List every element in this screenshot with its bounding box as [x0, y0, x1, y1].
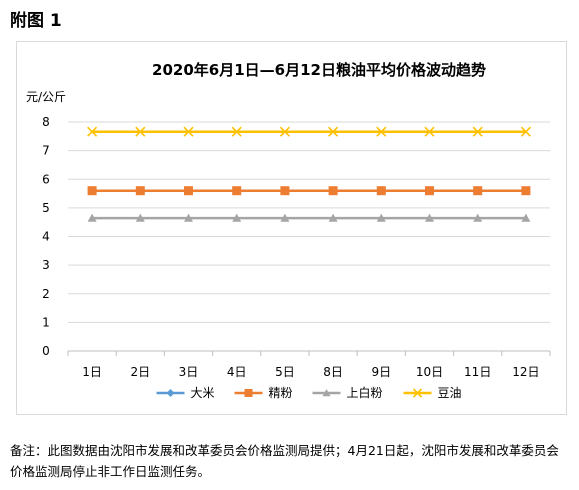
x-tick-label: 3日 — [179, 365, 199, 379]
x-tick-label: 8日 — [323, 365, 343, 379]
x-tick-label: 2日 — [130, 365, 150, 379]
x-tick-label: 12日 — [512, 365, 539, 379]
x-tick-label: 11日 — [464, 365, 491, 379]
legend-marker — [166, 389, 175, 397]
series-3-point — [376, 126, 387, 137]
series-1-point — [135, 186, 145, 196]
series-1-point — [280, 186, 290, 196]
series-3-point — [424, 126, 435, 137]
series-2-point — [376, 213, 386, 222]
series-2-point — [184, 213, 193, 222]
series-2-point — [280, 213, 290, 222]
y-tick-label: 8 — [42, 115, 50, 129]
figure-label: 附图 1 — [10, 11, 62, 31]
legend-label: 豆油 — [438, 386, 462, 400]
y-tick-label: 5 — [42, 201, 50, 215]
x-tick-label: 5日 — [275, 365, 295, 379]
x-tick-label: 1日 — [82, 365, 102, 379]
y-tick-label: 3 — [42, 258, 50, 272]
series-2-point — [135, 213, 145, 222]
series-3-point — [135, 126, 146, 137]
series-1-point — [232, 186, 242, 196]
y-tick-label: 0 — [42, 344, 50, 358]
series-3-point — [87, 126, 98, 137]
legend-marker — [412, 388, 423, 398]
x-tick-label: 4日 — [227, 365, 247, 379]
series-3-point — [183, 126, 194, 137]
y-tick-label: 2 — [42, 287, 50, 301]
legend-label: 大米 — [191, 386, 215, 400]
series-1-point — [184, 186, 193, 196]
series-1-point — [521, 186, 531, 196]
x-tick-label: 9日 — [371, 365, 391, 379]
series-2-point — [232, 213, 242, 222]
series-3-point — [328, 126, 339, 137]
legend-marker — [322, 389, 331, 397]
legend-label: 上白粉 — [347, 385, 383, 400]
series-2-point — [87, 213, 97, 222]
series-3-point — [279, 126, 290, 137]
series-3-point — [231, 126, 242, 137]
y-tick-label: 4 — [42, 230, 50, 244]
series-1-point — [425, 186, 434, 196]
y-tick-label: 7 — [42, 144, 50, 158]
series-3-point — [472, 126, 483, 137]
footnote: 备注：此图数据由沈阳市发展和改革委员会价格监测局提供；4月21日起，沈阳市发展和… — [10, 443, 559, 479]
series-1-point — [376, 186, 386, 196]
x-tick-label: 10日 — [416, 365, 443, 379]
series-1-point — [87, 186, 97, 196]
series-1-point — [473, 186, 483, 196]
legend-label: 精粉 — [269, 386, 293, 400]
chart-title: 2020年6月1日—6月12日粮油平均价格波动趋势 — [152, 61, 486, 79]
series-1-point — [328, 186, 338, 196]
series-2-point — [328, 213, 338, 222]
legend-marker — [244, 389, 253, 397]
chart-frame: 2020年6月1日—6月12日粮油平均价格波动趋势元/公斤 0 1 2 3 4 5 6 7 8 1日… — [16, 41, 567, 415]
y-tick-label: 1 — [42, 315, 50, 329]
series-2-point — [473, 213, 483, 222]
y-tick-label: 6 — [42, 172, 50, 186]
series-2-point — [521, 213, 531, 222]
y-axis-label: 元/公斤 — [26, 90, 66, 104]
series-2-point — [425, 213, 434, 222]
series-3-point — [520, 126, 531, 137]
